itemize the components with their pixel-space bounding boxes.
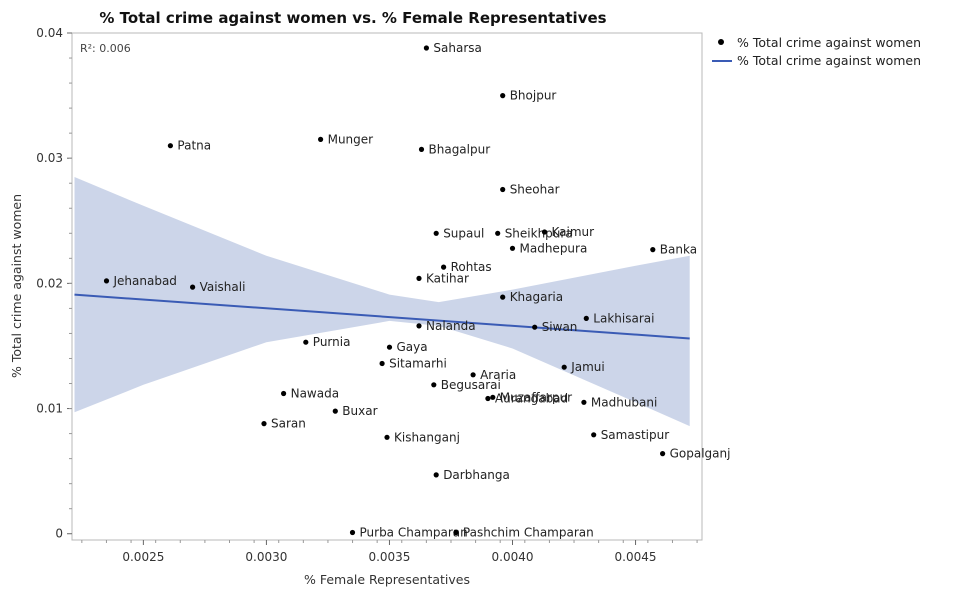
data-point (416, 323, 422, 329)
point-label: Jamui (570, 360, 605, 374)
point-label: Kishanganj (394, 430, 460, 444)
point-label: Jehanabad (113, 274, 177, 288)
y-tick-label: 0.04 (36, 26, 63, 40)
point-label: Vaishali (200, 280, 246, 294)
data-point (416, 275, 422, 281)
data-point (332, 408, 338, 414)
axes-layer: 0.0025 0.0030 0.0035 0.0040 0.0045 0 0.01 0.02 0… (36, 26, 698, 564)
point-label: Saran (271, 417, 306, 431)
point-label: Madhepura (520, 241, 588, 255)
data-point (349, 529, 356, 536)
point-label: Buxar (342, 404, 377, 418)
chart-title: % Total crime against women vs. % Female… (99, 9, 606, 27)
r-squared-annotation: R²: 0.006 (80, 42, 131, 55)
point-label: Rohtas (451, 260, 492, 274)
data-point (541, 229, 548, 235)
data-point (500, 186, 506, 193)
point-label: Sitamarhi (389, 357, 447, 371)
y-tick-label: 0 (55, 527, 63, 541)
point-label: Gaya (397, 340, 428, 354)
plot-area: Saharsa Bhojpur Patna Munger Bhagalpur Sheoha… (71, 32, 731, 541)
point-label: Kaimur (552, 225, 595, 239)
data-point (190, 284, 196, 290)
point-label: Munger (328, 132, 374, 146)
data-point (453, 529, 459, 536)
data-point (500, 294, 506, 300)
point-label: Supaul (443, 226, 484, 240)
point-label: Patna (177, 139, 211, 153)
point-label: Lakhisarai (593, 311, 654, 325)
legend-entry-marker: % Total crime against women (737, 35, 921, 50)
point-label: Nalanda (426, 319, 476, 333)
point-label: Purnia (313, 335, 351, 349)
x-tick-label: 0.0040 (492, 550, 534, 564)
data-point (650, 247, 656, 253)
legend: % Total crime against women % Total crim… (712, 35, 921, 68)
y-tick-label: 0.02 (36, 276, 63, 290)
point-label: Banka (660, 243, 697, 257)
data-point (318, 136, 324, 142)
data-point (490, 394, 496, 400)
data-point (431, 382, 437, 388)
data-point (433, 472, 439, 478)
legend-marker-icon (718, 39, 724, 45)
fit-line (74, 293, 690, 340)
data-point (485, 395, 491, 402)
point-label: Nawada (291, 387, 339, 401)
point-label: Saharsa (433, 41, 481, 55)
point-label: Gopalganj (670, 447, 731, 461)
point-label: Pashchim Champaran (463, 526, 594, 540)
data-point (386, 344, 393, 350)
point-label: Purba Champaran (360, 526, 468, 540)
point-label: Samastipur (601, 428, 670, 442)
data-point (470, 372, 476, 378)
point-label: Khagaria (510, 290, 563, 304)
data-point (509, 245, 516, 251)
x-tick-label: 0.0030 (245, 550, 287, 564)
point-label: Begusarai (441, 378, 501, 392)
point-label: Katihar (426, 271, 469, 285)
point-label: Bhojpur (510, 89, 557, 103)
data-point (581, 399, 587, 405)
data-point (379, 360, 385, 367)
data-point (167, 143, 173, 149)
point-label: Muzaffarpur (500, 390, 572, 404)
points-layer: Saharsa Bhojpur Patna Munger Bhagalpur Sheoha… (103, 41, 731, 540)
x-axis-label: % Female Representatives (304, 572, 470, 587)
data-point (561, 364, 567, 370)
data-point (303, 339, 309, 345)
data-point (261, 421, 267, 427)
data-point (103, 278, 110, 284)
point-label: Aurangabad (495, 392, 568, 406)
data-point (500, 93, 506, 99)
data-point (532, 324, 538, 330)
data-point (660, 451, 666, 457)
point-label: Darbhanga (443, 468, 510, 482)
x-tick-label: 0.0035 (368, 550, 410, 564)
data-point (384, 434, 390, 440)
data-point (441, 264, 447, 270)
point-label: Bhagalpur (429, 142, 491, 156)
legend-entry-line: % Total crime against women (737, 53, 921, 68)
point-label: Siwan (542, 320, 578, 334)
data-point (433, 230, 439, 236)
x-tick-label: 0.0045 (615, 550, 657, 564)
x-tick-label: 0.0025 (122, 550, 164, 564)
point-label: Sheohar (510, 183, 560, 197)
data-point (495, 230, 501, 236)
y-tick-label: 0.01 (36, 402, 63, 416)
point-label: Sheikhpura (505, 226, 573, 240)
point-label: Madhubani (591, 395, 657, 409)
data-point (583, 315, 589, 321)
confidence-band (74, 177, 690, 427)
data-point (591, 432, 597, 438)
y-tick-label: 0.03 (36, 151, 63, 165)
point-label: Araria (480, 368, 516, 382)
data-point (423, 45, 429, 51)
data-point (418, 146, 425, 152)
y-axis-label: % Total crime against women (9, 194, 24, 378)
data-point (281, 390, 287, 397)
